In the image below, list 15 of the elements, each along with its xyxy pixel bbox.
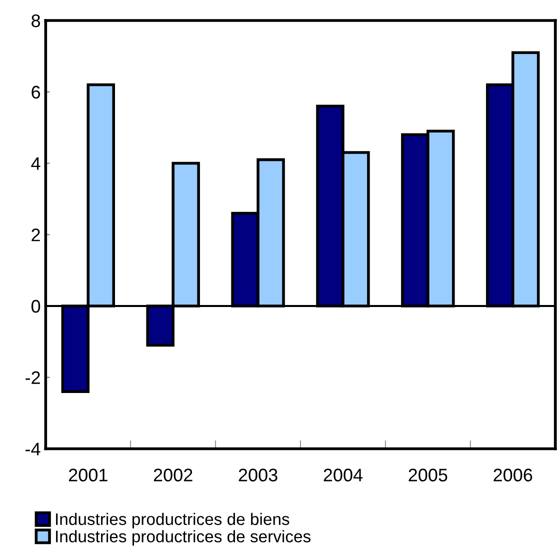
x-tick-label: 2002 <box>154 468 192 482</box>
y-tick-label: 4 <box>31 157 40 170</box>
y-tick-label: 2 <box>32 228 40 242</box>
x-tick-label: 2004 <box>324 468 363 482</box>
y-tick-label: 6 <box>32 86 40 99</box>
x-tick-label: 2001 <box>68 468 108 482</box>
y-tick-label: -4 <box>26 442 40 456</box>
x-tick-label: 2006 <box>494 468 532 482</box>
x-tick-label: 2003 <box>238 468 278 482</box>
x-tick-label: 2005 <box>408 468 448 482</box>
y-tick-label: 0 <box>31 300 40 313</box>
y-tick-label: 8 <box>32 14 40 28</box>
y-tick-label: -2 <box>26 371 40 384</box>
legend-label: Industries productrices de services <box>56 530 311 546</box>
legend-label: Industries productrices de biens <box>56 512 290 528</box>
